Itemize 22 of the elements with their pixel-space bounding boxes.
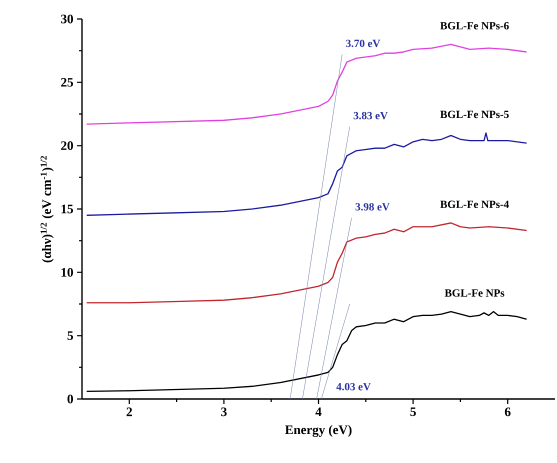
y-tick-label: 20 (61, 141, 74, 150)
y-tick-label: 10 (62, 268, 74, 277)
y-tick-label: 30 (61, 14, 74, 24)
series-label: BGL-Fe NPs-4 (440, 200, 509, 208)
x-tick-label: 5 (410, 408, 416, 416)
y-tick-label: 15 (62, 204, 74, 214)
annotation: 3.98 eV (356, 203, 390, 211)
y-tick-label: 25 (61, 78, 74, 87)
series-label: BGL-Fe NPs-6 (440, 22, 509, 30)
x-tick-label: 2 (126, 408, 132, 416)
annotation: 3.70 eV (346, 40, 380, 48)
x-axis-title: Energy (eV) (285, 425, 352, 437)
y-tick-label: 0 (68, 394, 74, 404)
y-axis-title: (αhν)$^{1/2}$ (eV cm$^{-1}$)$^{1/2}$ (40, 156, 54, 262)
annotation: 4.03 eV (336, 382, 371, 390)
annotation: 3.83 eV (354, 112, 388, 120)
x-tick-label: 4 (315, 407, 322, 416)
series-label: BGL-Fe NPs (444, 289, 504, 297)
x-tick-label: 6 (504, 408, 511, 416)
y-tick-label: 5 (68, 331, 74, 340)
series-label: BGL-Fe NPs-5 (440, 110, 509, 118)
x-tick-label: 3 (221, 408, 227, 416)
